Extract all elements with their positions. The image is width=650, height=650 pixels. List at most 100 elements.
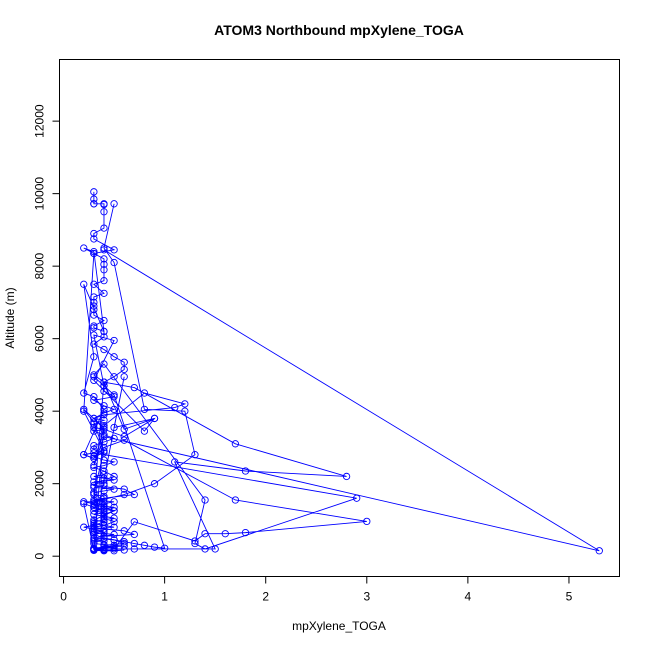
data-point: [80, 244, 88, 252]
data-point: [110, 476, 118, 484]
series-layer: [80, 188, 603, 555]
data-point: [171, 403, 179, 412]
data-point: [80, 280, 88, 288]
data-point: [201, 545, 209, 553]
data-point: [90, 546, 98, 554]
data-point: [100, 527, 108, 535]
data-point: [130, 530, 138, 539]
data-point: [100, 447, 108, 455]
data-point: [90, 525, 98, 533]
data-point: [241, 528, 250, 537]
x-tick-label: 3: [363, 590, 370, 604]
data-point: [90, 393, 98, 401]
data-point: [140, 541, 149, 549]
data-point: [100, 316, 108, 325]
data-point: [90, 472, 98, 481]
y-axis-label: Altitude (m): [3, 287, 17, 348]
data-point: [100, 423, 108, 432]
data-point: [90, 188, 98, 196]
data-point: [90, 373, 98, 381]
series-line: [83, 247, 600, 552]
data-point: [231, 496, 240, 504]
y-tick-label: 2000: [33, 470, 47, 497]
data-point: [100, 476, 108, 484]
data-point: [90, 441, 98, 450]
data-point: [100, 405, 108, 414]
data-point: [342, 472, 351, 481]
data-point: [90, 454, 98, 462]
data-point: [100, 481, 108, 490]
data-point: [120, 373, 128, 381]
data-point: [100, 277, 108, 285]
data-point: [201, 530, 209, 538]
data-point: [110, 391, 118, 399]
data-point: [100, 487, 108, 495]
data-point: [100, 387, 108, 395]
data-point: [100, 244, 108, 252]
data-point: [211, 545, 219, 553]
data-point: [100, 432, 108, 441]
data-point: [100, 510, 108, 519]
data-point: [90, 418, 98, 426]
x-tick-label: 0: [60, 590, 67, 604]
x-axis-label: mpXylene_TOGA: [292, 619, 386, 633]
data-point: [120, 485, 128, 493]
data-point: [110, 458, 118, 466]
data-point: [100, 289, 108, 297]
data-point: [100, 200, 108, 209]
y-tick-label: 12000: [33, 104, 47, 138]
data-point: [181, 400, 189, 408]
data-point: [90, 247, 98, 256]
data-point: [110, 258, 118, 267]
x-tick-label: 1: [161, 590, 168, 604]
data-point: [100, 534, 108, 542]
data-point: [90, 536, 98, 544]
data-point: [80, 451, 88, 459]
series-line: [82, 203, 367, 551]
y-tick-label: 10000: [33, 177, 47, 211]
data-point: [90, 530, 98, 539]
plot-area: [59, 59, 620, 577]
data-point: [100, 382, 108, 390]
y-axis: 0 2000 4000 6000 8000 10000 12000: [33, 104, 60, 560]
data-point: [100, 467, 108, 475]
data-point: [90, 195, 98, 203]
data-point: [191, 539, 199, 548]
data-point: [90, 235, 98, 243]
data-point: [100, 512, 108, 520]
data-point: [100, 255, 108, 263]
data-point: [120, 490, 128, 499]
data-point: [110, 543, 118, 551]
data-point: [150, 543, 159, 551]
data-point: [130, 539, 138, 548]
y-tick-label: 8000: [33, 252, 47, 279]
x-tick-label: 2: [262, 590, 269, 604]
data-point: [150, 414, 159, 423]
data-point: [100, 545, 108, 553]
data-point: [130, 518, 138, 526]
data-point: [100, 528, 108, 537]
data-point: [80, 407, 88, 415]
data-point: [160, 544, 169, 552]
data-point: [100, 411, 108, 419]
data-point: [90, 516, 98, 524]
data-point: [120, 538, 128, 546]
data-point: [110, 547, 118, 555]
data-point: [90, 376, 98, 385]
data-point: [110, 530, 118, 539]
x-tick-label: 5: [566, 590, 573, 604]
data-point: [231, 440, 240, 448]
data-point: [140, 427, 149, 435]
chart-title: ATOM3 Northbound mpXylene_TOGA: [214, 22, 464, 38]
y-tick-label: 0: [33, 553, 47, 560]
data-point: [110, 393, 118, 401]
data-point: [90, 499, 98, 508]
data-point: [90, 527, 98, 535]
data-point: [100, 425, 108, 433]
data-point: [100, 503, 108, 511]
data-point: [120, 546, 128, 554]
data-point: [140, 405, 149, 414]
data-point: [100, 246, 108, 254]
data-point: [110, 507, 118, 515]
data-point: [90, 331, 98, 339]
